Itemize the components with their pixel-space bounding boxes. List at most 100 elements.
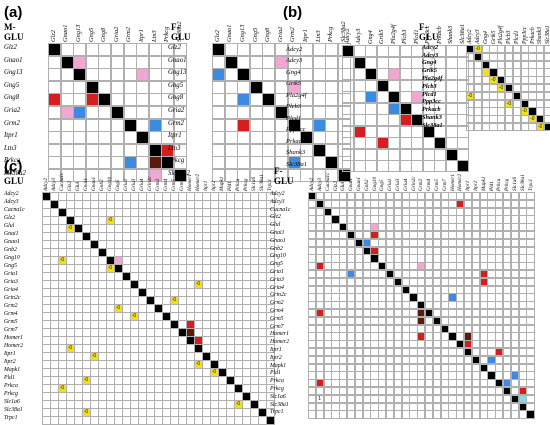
cell-value: -0 bbox=[195, 361, 201, 367]
matrix-cell bbox=[505, 68, 514, 77]
matrix-cell bbox=[457, 137, 469, 149]
row-label: Gnao1 bbox=[4, 239, 20, 246]
matrix-cell bbox=[411, 137, 423, 149]
row-label: Plcd1 bbox=[422, 90, 437, 98]
matrix-cell bbox=[544, 76, 550, 85]
row-label: Prkca bbox=[270, 378, 284, 385]
matrix-cell bbox=[365, 45, 377, 57]
row-label: Gria4 bbox=[270, 284, 284, 291]
matrix-cell bbox=[353, 148, 366, 161]
column-label: Grm2 bbox=[155, 178, 162, 191]
matrix-cell bbox=[249, 80, 263, 94]
matrix-cell bbox=[401, 192, 410, 201]
row-label: Adcy2 bbox=[270, 191, 285, 197]
matrix-cell bbox=[503, 199, 512, 209]
row-label: Cacna1c bbox=[270, 206, 291, 213]
matrix-cell bbox=[512, 60, 522, 69]
matrix-cell bbox=[544, 107, 550, 116]
matrix-cell bbox=[497, 52, 506, 62]
column-label: Grm7 bbox=[179, 178, 186, 191]
matrix-cell bbox=[505, 60, 514, 69]
matrix-cell bbox=[262, 131, 276, 145]
matrix-cell bbox=[111, 118, 125, 132]
correlation-matrix: -0 -0 -0 -0 -0 -0 -0 -0 bbox=[466, 45, 550, 132]
matrix-cell bbox=[376, 79, 389, 92]
matrix-cell bbox=[98, 169, 112, 183]
matrix-cell bbox=[174, 43, 188, 57]
matrix-cell bbox=[342, 137, 354, 149]
row-label: Grm4 bbox=[270, 308, 284, 314]
column-label: Itpr2 bbox=[472, 180, 479, 191]
row-label: Ppp3cc bbox=[422, 98, 441, 106]
column-label: Glz2 bbox=[49, 29, 57, 42]
matrix-cell bbox=[342, 160, 354, 172]
matrix-cell bbox=[262, 118, 276, 132]
column-label: Slc38a1 bbox=[545, 25, 550, 44]
column-label: Gria3 bbox=[394, 178, 401, 191]
matrix-cell bbox=[85, 169, 99, 183]
matrix-cell bbox=[342, 114, 354, 126]
matrix-cell bbox=[60, 169, 74, 183]
matrix-cell bbox=[445, 79, 458, 92]
column-label: Prkcg bbox=[504, 178, 511, 191]
cell-value: -0 bbox=[107, 217, 113, 223]
matrix-cell bbox=[174, 156, 188, 170]
column-label: Homer1 bbox=[449, 173, 456, 191]
matrix-cell bbox=[526, 410, 535, 419]
row-label: Gnao1 bbox=[4, 56, 23, 64]
matrix-cell bbox=[212, 80, 226, 94]
matrix-cell bbox=[370, 199, 379, 209]
matrix-cell bbox=[388, 91, 400, 103]
correlation-matrix bbox=[212, 43, 352, 183]
matrix-cell bbox=[262, 80, 276, 94]
correlation-matrix bbox=[48, 43, 188, 183]
matrix-cell bbox=[376, 45, 389, 57]
matrix-cell bbox=[249, 55, 263, 69]
column-label: Glul bbox=[75, 181, 82, 191]
matrix-cell bbox=[98, 118, 112, 132]
matrix-cell bbox=[544, 45, 550, 54]
matrix-cell bbox=[362, 192, 371, 201]
matrix-cell bbox=[224, 143, 238, 157]
column-label: Ltn3 bbox=[150, 30, 158, 42]
row-label: Gria1 bbox=[4, 271, 18, 278]
matrix-cell bbox=[338, 169, 352, 183]
matrix-cell bbox=[85, 55, 99, 69]
matrix-cell bbox=[489, 76, 498, 85]
matrix-cell bbox=[466, 107, 475, 116]
matrix-cell bbox=[212, 106, 226, 120]
column-label: Gnb2 bbox=[363, 179, 370, 191]
matrix-cell bbox=[445, 114, 458, 126]
matrix-cell bbox=[520, 107, 529, 116]
matrix-cell bbox=[342, 68, 354, 80]
row-label: Grm2 bbox=[270, 300, 284, 307]
matrix-cell bbox=[445, 125, 458, 138]
matrix-cell bbox=[308, 199, 317, 209]
matrix-cell bbox=[136, 55, 150, 69]
matrix-cell bbox=[536, 91, 545, 101]
column-label: Itpr2 bbox=[211, 180, 218, 191]
row-label: Glul bbox=[270, 222, 281, 229]
cell-value: -0 bbox=[235, 401, 241, 407]
matrix-cell bbox=[85, 80, 99, 94]
matrix-cell bbox=[111, 93, 125, 107]
matrix-cell bbox=[471, 207, 481, 216]
matrix-cell bbox=[466, 45, 475, 54]
matrix-cell bbox=[342, 56, 354, 69]
matrix-cell bbox=[512, 107, 522, 116]
matrix-cell bbox=[48, 93, 62, 107]
matrix-cell bbox=[300, 106, 314, 120]
column-label: Gnao1 bbox=[91, 176, 98, 191]
column-label: Adcy2 bbox=[43, 178, 50, 191]
matrix-cell bbox=[536, 107, 545, 116]
matrix-cell bbox=[136, 106, 150, 120]
matrix-cell bbox=[353, 79, 366, 92]
matrix-cell bbox=[262, 156, 276, 170]
matrix-cell bbox=[388, 102, 400, 115]
column-label: Homer2 bbox=[195, 173, 202, 191]
matrix-cell bbox=[365, 79, 377, 92]
row-label: Adcy3 bbox=[422, 51, 439, 59]
column-label: Grm5 bbox=[171, 178, 178, 191]
matrix-cell bbox=[148, 106, 162, 120]
matrix-cell bbox=[445, 68, 458, 80]
